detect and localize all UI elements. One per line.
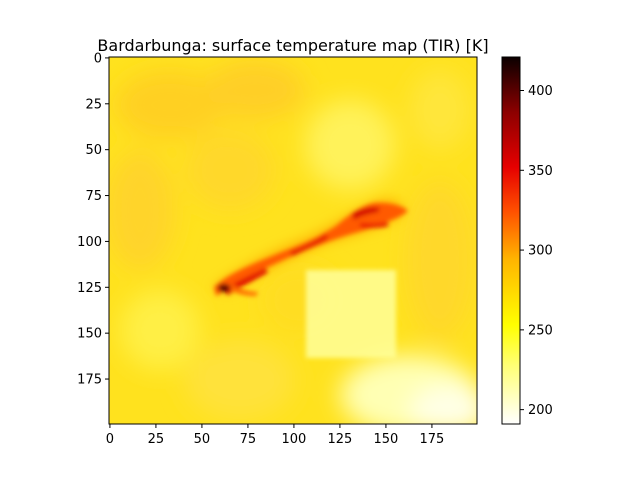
colorbar-tick-label: 200 <box>528 403 553 418</box>
lava-flow <box>214 202 408 296</box>
x-tick-label: 25 <box>148 432 165 447</box>
x-tick-label: 75 <box>240 432 257 447</box>
x-tick-label: 0 <box>106 432 114 447</box>
y-tick-label: 125 <box>77 281 102 296</box>
x-tick-label: 175 <box>420 432 445 447</box>
y-tick-label: 100 <box>77 235 102 250</box>
cool-patch <box>306 270 396 358</box>
x-tick-label: 100 <box>282 432 307 447</box>
x-tick-label: 50 <box>194 432 211 447</box>
colorbar-tick-label: 250 <box>528 323 553 338</box>
y-tick-label: 25 <box>85 97 102 112</box>
y-tick-label: 150 <box>77 327 102 342</box>
plot-frame <box>108 56 478 425</box>
y-tick-label: 0 <box>94 51 102 66</box>
colorbar-tick-label: 400 <box>528 84 553 99</box>
colorbar-tick-label: 350 <box>528 164 553 179</box>
colorbar-frame <box>501 56 521 425</box>
x-tick-label: 150 <box>374 432 399 447</box>
colorbar-axis: 200 250 300 350 400 <box>520 84 553 418</box>
colorbar-tick-label: 300 <box>528 244 553 259</box>
y-axis: 0 25 50 75 100 125 150 175 <box>77 51 109 388</box>
x-axis: 0 25 50 75 100 125 150 175 <box>106 424 445 447</box>
x-tick-label: 125 <box>328 432 353 447</box>
y-tick-label: 175 <box>77 373 102 388</box>
chart-title: Bardarbunga: surface temperature map (TI… <box>97 36 488 55</box>
y-tick-label: 75 <box>85 189 102 204</box>
y-tick-label: 50 <box>85 143 102 158</box>
heatmap-image <box>109 57 477 424</box>
colorbar-gradient <box>502 57 520 424</box>
